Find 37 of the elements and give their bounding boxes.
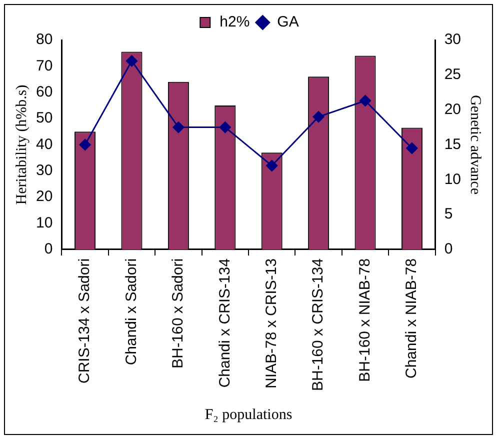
y2-tick-label: 5 xyxy=(444,206,453,223)
point xyxy=(406,142,418,154)
legend-label: GA xyxy=(277,14,299,31)
y-tick-label: 0 xyxy=(44,240,53,258)
y2-tick-label: 20 xyxy=(444,100,462,118)
point xyxy=(172,122,184,134)
y2-tick-label: 10 xyxy=(444,170,462,188)
x-axis-title: F₂ populations xyxy=(204,406,292,423)
y2-tick-label: 15 xyxy=(444,136,462,153)
y-tick-label: 20 xyxy=(36,188,53,206)
y-tick-label: 60 xyxy=(36,84,53,100)
x-tick-label: BH-160 x Sadori xyxy=(170,258,187,369)
legend-label: h2% xyxy=(220,14,250,31)
x-tick-label: CRIS-134 x Sadori xyxy=(76,258,94,384)
x-tick-label: BH-160 x CRIS-134 xyxy=(310,258,327,392)
y-axis-title: Heritability (h%b.s) xyxy=(14,84,30,205)
y-tick-label: 80 xyxy=(36,31,53,48)
point xyxy=(126,55,138,67)
y2-tick-label: 25 xyxy=(444,66,462,84)
y-tick-label: 30 xyxy=(36,162,53,180)
x-tick-label: Chandi x NIAB-78 xyxy=(403,258,420,379)
y-tick-label: 40 xyxy=(36,136,53,153)
x-tick-label: Chandi x CRIS-134 xyxy=(216,258,234,388)
point xyxy=(79,138,91,150)
y-tick-label: 50 xyxy=(36,110,53,127)
x-tick-label: BH-160 x NIAB-78 xyxy=(356,258,374,382)
y2-axis-title: Genetic advance xyxy=(467,94,484,195)
point xyxy=(219,122,231,134)
y-tick-label: 10 xyxy=(36,214,53,232)
x-tick-label: Chandi x Sadori xyxy=(122,258,140,366)
point xyxy=(312,111,324,123)
point xyxy=(360,94,372,106)
point xyxy=(266,160,278,172)
y2-tick-label: 30 xyxy=(444,31,462,48)
y2-tick-label: 0 xyxy=(444,240,453,258)
y-tick-label: 70 xyxy=(36,57,53,74)
x-tick-label: NIAB-78 x CRIS-13 xyxy=(262,258,280,388)
